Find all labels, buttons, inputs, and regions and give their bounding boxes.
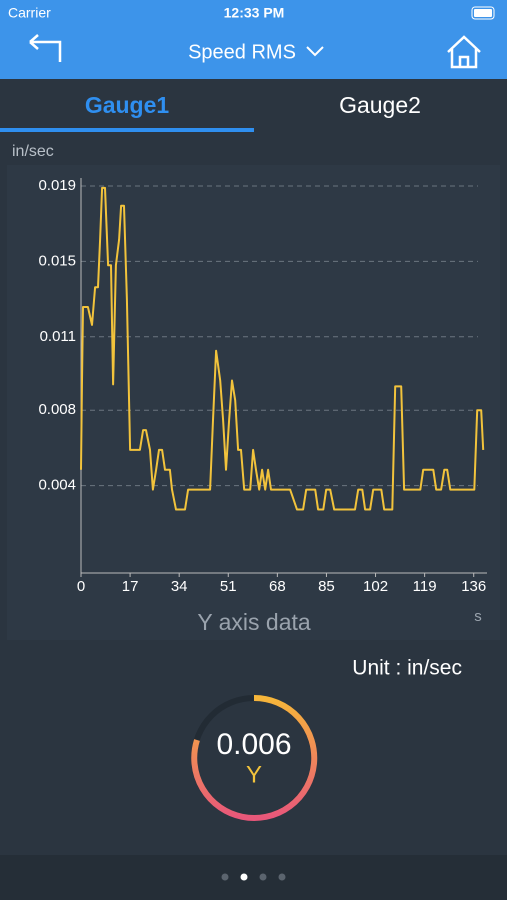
y-tick-label: 0.008 bbox=[38, 401, 76, 418]
data-line bbox=[80, 186, 485, 511]
gauge-arc bbox=[191, 694, 318, 821]
unit-label: Unit : in/sec bbox=[352, 657, 462, 680]
x-tick-label: 51 bbox=[220, 578, 237, 595]
dropdown-icon[interactable] bbox=[306, 46, 324, 57]
x-tick-label: 119 bbox=[413, 578, 437, 595]
y-tick-label: 0.011 bbox=[40, 328, 76, 345]
y-tick-label: 0.019 bbox=[38, 177, 76, 194]
page-dot-active[interactable] bbox=[240, 873, 248, 881]
page-dot[interactable] bbox=[259, 873, 267, 881]
clock: 12:33 PM bbox=[224, 5, 285, 21]
x-tick-label: 85 bbox=[318, 578, 335, 595]
x-unit: s bbox=[474, 608, 482, 625]
home-button[interactable] bbox=[447, 35, 481, 69]
chart-panel bbox=[7, 165, 500, 640]
x-tick-label: 34 bbox=[171, 578, 188, 595]
gauge-axis: Y bbox=[246, 761, 262, 788]
y-tick-label: 0.015 bbox=[38, 252, 76, 269]
x-tick-label: 0 bbox=[77, 578, 85, 595]
y-tick-label: 0.004 bbox=[38, 477, 76, 494]
battery bbox=[471, 6, 495, 20]
bottom-bar bbox=[0, 855, 507, 900]
tab[interactable]: Gauge2 bbox=[339, 92, 421, 118]
gauge-value: 0.006 bbox=[216, 728, 291, 761]
x-tick-label: 68 bbox=[269, 578, 286, 595]
x-tick-label: 136 bbox=[461, 578, 486, 595]
tab-indicator bbox=[0, 128, 254, 132]
battery-level bbox=[474, 9, 492, 17]
nav-title[interactable]: Speed RMS bbox=[188, 41, 296, 63]
x-axis-title: Y axis data bbox=[197, 609, 311, 635]
x-tick-label: 102 bbox=[363, 578, 388, 595]
nav-bar bbox=[0, 0, 507, 79]
page-dot[interactable] bbox=[278, 873, 286, 881]
carrier: Carrier bbox=[8, 5, 51, 21]
tab-active[interactable]: Gauge1 bbox=[85, 92, 170, 118]
plot: 0.004 0.008 0.011 0.015 0.019 0 17 34 51 68 85 102 1… bbox=[38, 177, 487, 595]
back-button[interactable] bbox=[29, 34, 62, 62]
page-dot[interactable] bbox=[221, 873, 229, 881]
y-axis-title: in/sec bbox=[12, 143, 54, 160]
x-tick-label: 17 bbox=[122, 578, 139, 595]
